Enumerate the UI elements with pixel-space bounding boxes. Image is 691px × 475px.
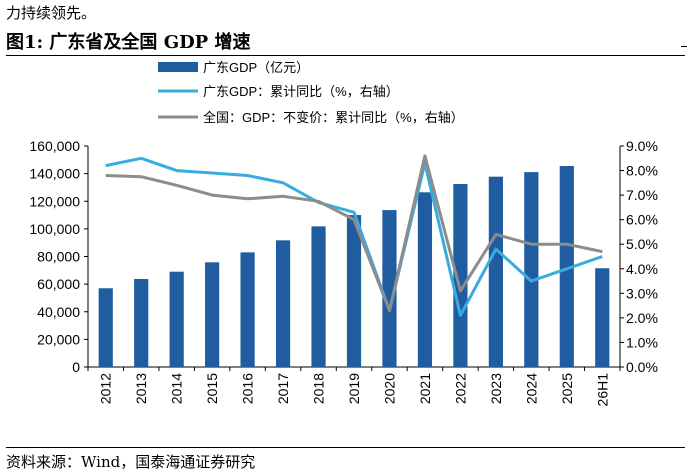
right-axis-tick-label: 2.0% (626, 310, 658, 326)
x-axis-tick-label: 2020 (381, 373, 397, 404)
legend-label-line: 全国：GDP：不变价：累计同比（%，右轴） (203, 110, 464, 125)
legend: 广东GDP（亿元） 广东GDP：累计同比（%，右轴） 全国：GDP：不变价：累计同比… (158, 60, 464, 125)
line-guangdong-growth (105, 156, 603, 317)
x-axis-tick-label: 2019 (346, 373, 362, 404)
bar-guangdong-gdp (205, 262, 220, 367)
bar-guangdong-gdp (346, 215, 362, 367)
x-axis-tick-label: 2016 (240, 373, 256, 404)
right-axis-tick-label: 9.0% (626, 138, 658, 154)
x-axis-tick-label: 2017 (275, 373, 291, 404)
x-axis-tick-label: 2015 (204, 373, 220, 404)
x-axis-tick-label: 2014 (169, 373, 185, 404)
x-axis-tick-label: 2013 (133, 373, 149, 404)
bar-guangdong-gdp (559, 166, 574, 367)
right-axis-tick-label: 6.0% (626, 212, 658, 228)
left-axis-tick-label: 100,000 (29, 221, 80, 237)
legend-label-bar: 广东GDP（亿元） (203, 60, 309, 75)
legend-label-line: 广东GDP：累计同比（%，右轴） (203, 84, 399, 99)
bar-guangdong-gdp (524, 172, 539, 367)
axes: 0 20,000 40,000 60,000 80,000 100,000 120,000 1… (29, 138, 658, 406)
left-axis-tick-label: 80,000 (37, 249, 80, 265)
title-corner-mark (681, 46, 687, 47)
bar-guangdong-gdp (595, 268, 610, 367)
left-axis-tick-label: 140,000 (29, 166, 80, 182)
title-divider (6, 55, 685, 56)
bar-guangdong-gdp (169, 271, 184, 367)
bars (98, 166, 610, 367)
left-axis-tick-label: 40,000 (37, 304, 80, 320)
bar-guangdong-gdp (240, 252, 255, 367)
source-note: 资料来源：Wind，国泰海通证券研究 (6, 453, 256, 471)
bar-guangdong-gdp (275, 240, 291, 367)
source-divider (6, 447, 685, 448)
right-axis-tick-label: 5.0% (626, 236, 658, 252)
lines (105, 154, 603, 317)
bar-guangdong-gdp (98, 288, 113, 367)
left-axis-tick-label: 0 (72, 359, 80, 375)
x-axis-tick-label: 2021 (417, 373, 433, 404)
bar-guangdong-gdp (488, 176, 503, 367)
bar-guangdong-gdp (453, 183, 468, 367)
left-axis-tick-label: 60,000 (37, 276, 80, 292)
line-national-growth (105, 154, 603, 312)
left-axis-tick-label: 20,000 (37, 331, 80, 347)
x-axis-tick-label: 2018 (311, 373, 327, 404)
bar-guangdong-gdp (134, 279, 149, 367)
legend-swatch-bar (158, 62, 198, 72)
x-axis-tick-label: 2025 (559, 373, 575, 404)
right-axis-tick-label: 8.0% (626, 163, 658, 179)
x-axis-tick-label: 26H1 (594, 373, 610, 407)
x-axis-tick-label: 2022 (452, 373, 468, 404)
bar-guangdong-gdp (311, 226, 326, 367)
x-axis-tick-label: 2023 (488, 373, 504, 404)
bar-guangdong-gdp (382, 210, 397, 367)
x-axis-tick-label: 2024 (523, 373, 539, 404)
right-axis-tick-label: 7.0% (626, 187, 658, 203)
right-axis-tick-label: 3.0% (626, 285, 658, 301)
bar-guangdong-gdp (417, 192, 433, 367)
x-axis-tick-label: 2012 (98, 373, 114, 404)
right-axis-tick-label: 0.0% (626, 359, 658, 375)
left-axis-tick-label: 160,000 (29, 138, 80, 154)
figure-title: 图1: 广东省及全国 GDP 增速 (6, 32, 251, 53)
left-axis-tick-label: 120,000 (29, 193, 80, 209)
right-axis-tick-label: 4.0% (626, 261, 658, 277)
right-axis-tick-label: 1.0% (626, 334, 658, 350)
intro-text: 力持续领先。 (6, 4, 97, 22)
